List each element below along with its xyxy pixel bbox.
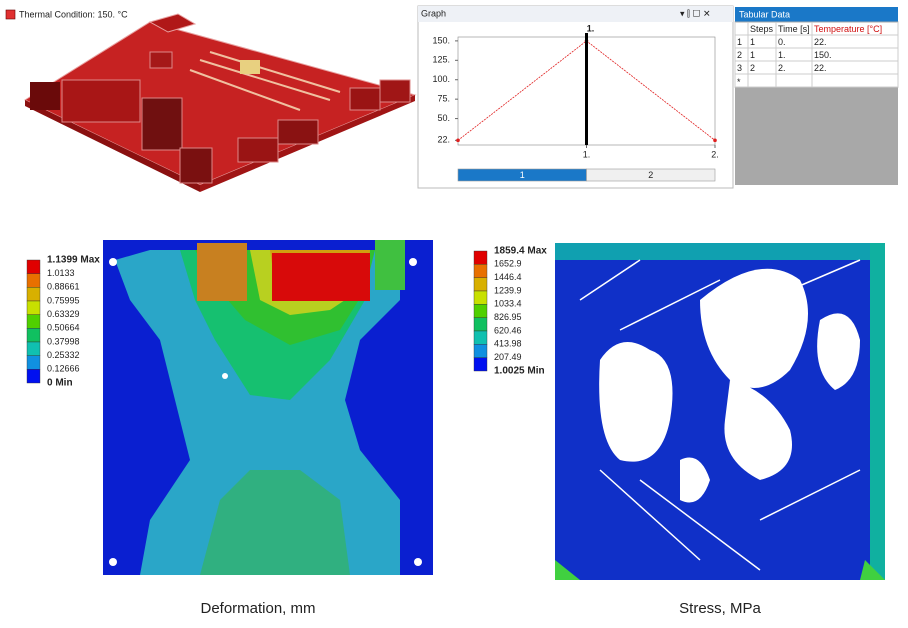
table-cell: 2	[750, 63, 755, 73]
y-tick-label: 50.	[437, 113, 450, 123]
legend-label: 0.37998	[47, 336, 80, 346]
table-cell: 1.	[778, 50, 786, 60]
legend-label: 0.12666	[47, 364, 80, 374]
stress-plot: Stress, MPa	[555, 243, 885, 617]
panel-controls[interactable]: ▾ ⫿ ☐ ✕	[680, 8, 711, 18]
column-header: Temperature [°C]	[814, 24, 882, 34]
legend-label: 0.63329	[47, 309, 80, 319]
y-tick-label: 125.	[432, 55, 450, 65]
legend-label: 413.98	[494, 339, 522, 349]
legend-band	[26, 300, 41, 315]
legend-band	[473, 304, 488, 318]
legend-swatch	[5, 9, 16, 20]
table-cell: 150.	[814, 50, 832, 60]
y-tick-label: 22.	[437, 135, 450, 145]
legend-label: 1.0133	[47, 268, 75, 278]
legend-band	[473, 317, 488, 332]
x-tick-label: 2.	[711, 149, 719, 159]
time-marker-label: 1.	[587, 23, 595, 33]
legend-label: 1.1399 Max	[47, 255, 100, 266]
legend-band	[473, 357, 488, 372]
legend-label: 1.0025 Min	[494, 366, 545, 377]
new-row-marker: *	[737, 77, 741, 87]
table-cell: 22.	[814, 63, 827, 73]
legend-label: 0.50664	[47, 323, 80, 333]
column-header: Time [s]	[778, 24, 810, 34]
legend-band	[26, 341, 41, 356]
y-tick-label: 100.	[432, 74, 450, 84]
table-cell: 22.	[814, 37, 827, 47]
legend-band	[26, 259, 41, 274]
table-cell: 1	[737, 37, 742, 47]
point	[456, 138, 460, 143]
legend-band	[26, 273, 41, 288]
legend-label: 0.88661	[47, 282, 80, 292]
column-header: Steps	[750, 24, 774, 34]
legend-band	[473, 290, 488, 305]
table-cell: 3	[737, 63, 742, 73]
step-label: 1	[520, 170, 525, 180]
graph-plot: 150. 125. 100. 75. 50. 22. 1. 2. 1. 1 2	[432, 23, 719, 182]
caption: Stress, MPa	[679, 600, 761, 617]
point	[713, 138, 717, 143]
caption: Deformation, mm	[200, 600, 315, 617]
x-tick-label: 1.	[583, 149, 591, 159]
step-segment[interactable]	[586, 168, 716, 182]
panel-title: Tabular Data	[739, 9, 790, 19]
panel-title: Graph	[421, 8, 446, 18]
legend-label: 0.25332	[47, 350, 80, 360]
legend-band	[473, 344, 488, 358]
legend-label: 1033.4	[494, 299, 522, 309]
thermal-condition-label: Thermal Condition: 150. °C	[19, 9, 128, 19]
pcb-3d-view: Thermal Condition: 150. °C	[5, 9, 417, 192]
legend-band	[26, 355, 41, 370]
legend-label: 620.46	[494, 325, 522, 335]
table-cell: 1	[750, 37, 755, 47]
legend-band	[473, 264, 488, 278]
table-cell: 2	[737, 50, 742, 60]
legend-band	[26, 328, 41, 343]
table-cell: 0.	[778, 37, 786, 47]
y-tick-label: 150.	[432, 35, 450, 45]
table-cell: 2.	[778, 63, 786, 73]
step-label: 2	[648, 170, 653, 180]
legend-label: 207.49	[494, 352, 522, 362]
legend-label: 1446.4	[494, 272, 522, 282]
legend-label: 1859.4 Max	[494, 246, 547, 257]
table-body	[734, 21, 899, 88]
tabular-data-panel: Tabular Data Steps Time [s] Temperature [°…	[734, 7, 899, 185]
graph-panel: Graph ▾ ⫿ ☐ ✕ 150.125.100.75.50.22.1. 2.1…	[417, 5, 734, 189]
legend-label: 0 Min	[47, 378, 73, 389]
legend-band	[26, 287, 41, 302]
legend-label: 1652.9	[494, 259, 522, 269]
legend-label: 0.75995	[47, 295, 80, 305]
legend-band	[26, 369, 41, 384]
legend-label: 1239.9	[494, 285, 522, 295]
legend-band	[473, 330, 488, 345]
legend-band	[473, 250, 488, 265]
legend-band	[473, 277, 488, 292]
deformation-plot: Deformation, mm	[103, 240, 433, 617]
legend-band	[26, 314, 41, 329]
table-cell: 1	[750, 50, 755, 60]
y-tick-label: 75.	[437, 94, 450, 104]
legend-label: 826.95	[494, 312, 522, 322]
